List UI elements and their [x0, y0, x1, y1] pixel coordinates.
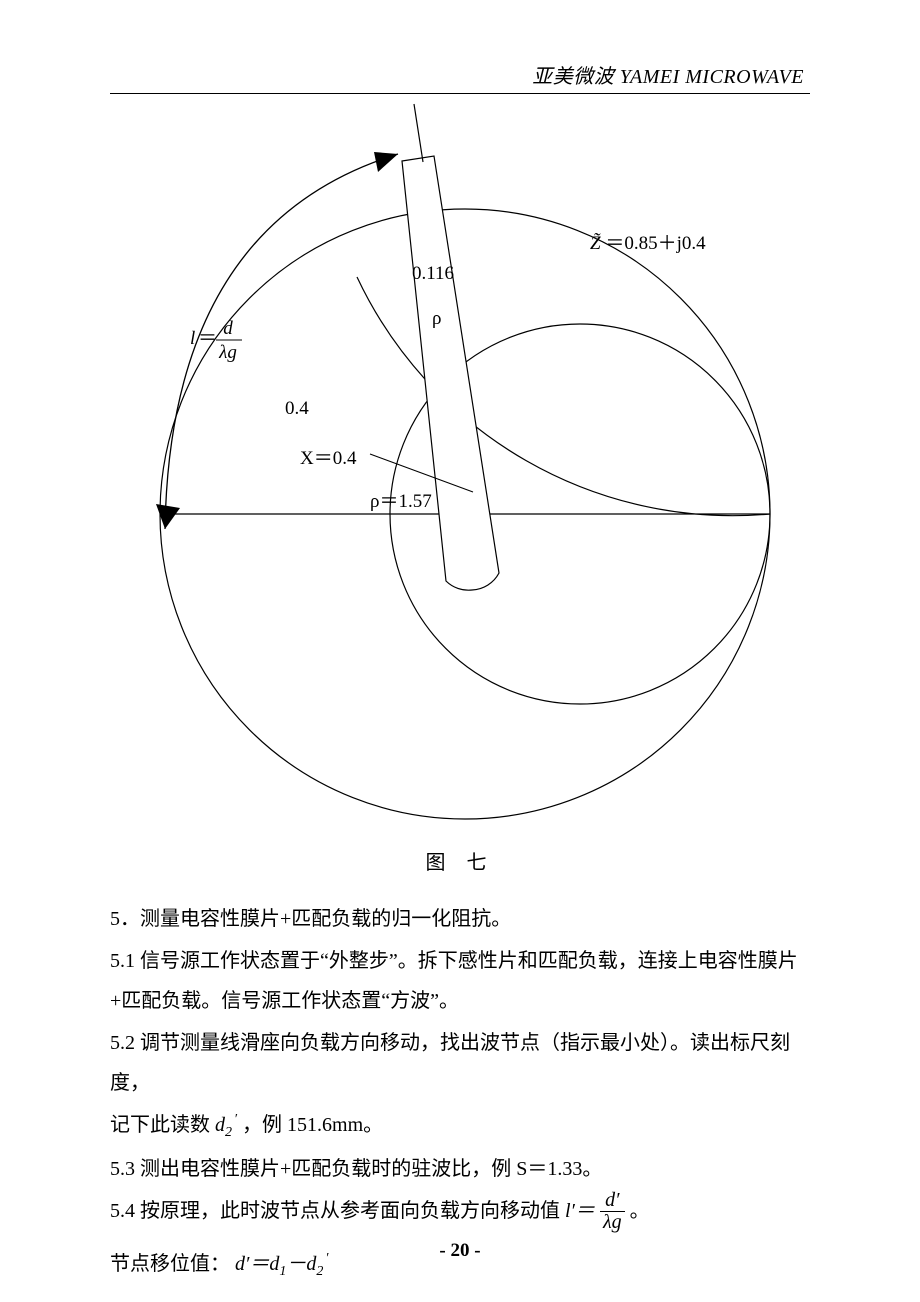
svg-text:l: l [190, 328, 195, 349]
label-z-tilde: Z̃ ＝0.85＋j0.4 [590, 233, 706, 254]
figure-seven: Z̃ ＝0.85＋j0.4 l ＝ d λg 0.116 ρ 0.4 X＝0.4… [110, 94, 810, 834]
para-5-1: 5.1 信号源工作状态置于“外整步”。拆下感性片和匹配负载，连接上电容性膜片+匹… [110, 941, 810, 1021]
label-l-eq: l ＝ d λg [190, 318, 242, 363]
label-x-eq: X＝0.4 [300, 448, 357, 469]
label-rho-sym: ρ [432, 308, 441, 329]
label-0116: 0.116 [412, 263, 454, 284]
p52b-prefix: 记下此读数 [110, 1114, 210, 1136]
para-5-2b: 记下此读数 d2′ ，例 151.6mm。 [110, 1105, 810, 1147]
p54-l: l′＝ [565, 1200, 595, 1222]
para-5-4: 5.4 按原理，此时波节点从参考面向负载方向移动值 l′＝ d′ λg 。 [110, 1191, 810, 1234]
body-text: 5．测量电容性膜片+匹配负载的归一化阻抗。 5.1 信号源工作状态置于“外整步”… [110, 899, 810, 1286]
p54-frac: d′ λg [600, 1190, 625, 1233]
para-5: 5．测量电容性膜片+匹配负载的归一化阻抗。 [110, 899, 810, 939]
label-rho-eq: ρ＝1.57 [370, 491, 432, 512]
svg-text:d: d [223, 318, 233, 339]
label-04: 0.4 [285, 398, 309, 419]
p54-prefix: 5.4 按原理，此时波节点从参考面向负载方向移动值 [110, 1200, 560, 1222]
page-header: 亚美微波 YAMEI MICROWAVE [110, 60, 810, 89]
smith-chart-diagram: Z̃ ＝0.85＋j0.4 l ＝ d λg 0.116 ρ 0.4 X＝0.4… [110, 94, 810, 834]
p52b-d2: d2′ [215, 1114, 237, 1136]
para-5-2: 5.2 调节测量线滑座向负载方向移动，找出波节点（指示最小处）。读出标尺刻度， [110, 1023, 810, 1103]
para-5-3: 5.3 测出电容性膜片+匹配负载时的驻波比，例 S＝1.33。 [110, 1149, 810, 1189]
svg-text:λg: λg [218, 342, 237, 363]
figure-caption: 图 七 [110, 846, 810, 875]
page-number: - 20 - [0, 1240, 920, 1262]
page: 亚美微波 YAMEI MICROWAVE [0, 0, 920, 1302]
pointer [402, 104, 499, 590]
svg-text:＝: ＝ [198, 328, 217, 349]
p54-suffix: 。 [630, 1200, 650, 1222]
p52b-suffix: ，例 151.6mm。 [242, 1114, 383, 1136]
